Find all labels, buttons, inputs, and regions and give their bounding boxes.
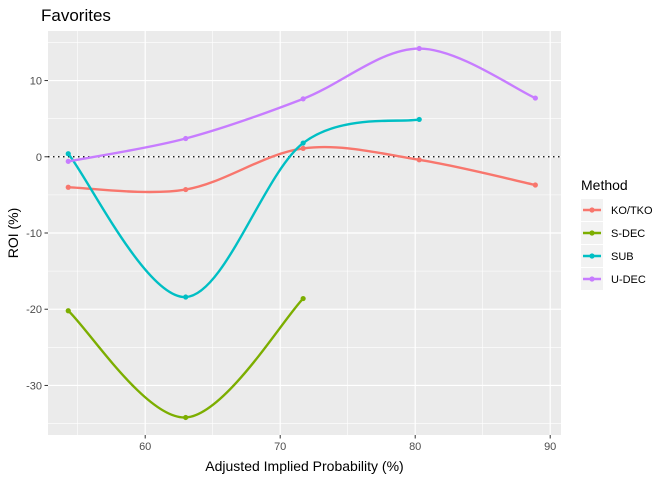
data-point-s-dec: [183, 414, 189, 421]
y-tick-label: -30: [26, 380, 42, 392]
legend-point-u-dec: [589, 276, 595, 282]
y-tick-label: 10: [30, 76, 42, 88]
y-tick-label: 0: [36, 152, 42, 164]
legend-label-ko-tko: KO/TKO: [611, 205, 653, 217]
legend-label-u-dec: U-DEC: [611, 274, 646, 286]
legend-point-s-dec: [589, 230, 595, 236]
x-tick-label: 70: [274, 441, 286, 453]
legend-point-sub: [589, 253, 595, 259]
series-line-sub: [67, 118, 420, 299]
legend-label-sub: SUB: [611, 251, 634, 263]
legend: Method KO/TKO S-DEC SUB U-DEC: [581, 177, 653, 290]
data-point-ko-tko: [416, 157, 422, 163]
data-point-ko-tko: [65, 184, 71, 190]
y-axis-ticks: -30 -20 -10 0 10: [26, 76, 48, 392]
legend-point-ko-tko: [589, 207, 595, 213]
x-tick-label: 90: [544, 441, 556, 453]
y-tick-label: -20: [26, 304, 42, 316]
legend-title: Method: [581, 177, 628, 193]
x-axis-title: Adjusted Implied Probability (%): [205, 458, 403, 474]
y-axis-title: ROI (%): [5, 208, 21, 259]
data-point-u-dec: [65, 158, 71, 164]
data-point-sub: [183, 294, 189, 300]
data-point-u-dec: [300, 96, 306, 102]
x-axis-ticks: 60 70 80 90: [139, 435, 556, 453]
data-point-sub: [416, 116, 422, 123]
data-point-sub: [300, 140, 306, 146]
data-point-u-dec: [416, 45, 422, 52]
data-point-sub: [65, 151, 71, 157]
x-tick-label: 80: [409, 441, 421, 453]
y-tick-label: -10: [26, 228, 42, 240]
series-points: [65, 45, 538, 421]
data-point-ko-tko: [532, 182, 538, 188]
data-point-ko-tko: [183, 186, 189, 193]
data-point-u-dec: [532, 95, 538, 101]
legend-label-s-dec: S-DEC: [611, 228, 645, 240]
x-tick-label: 60: [139, 441, 151, 453]
chart-title: Favorites: [41, 6, 111, 25]
data-point-u-dec: [183, 135, 189, 142]
data-point-s-dec: [65, 308, 71, 314]
data-point-s-dec: [300, 295, 306, 302]
data-point-ko-tko: [300, 145, 306, 151]
